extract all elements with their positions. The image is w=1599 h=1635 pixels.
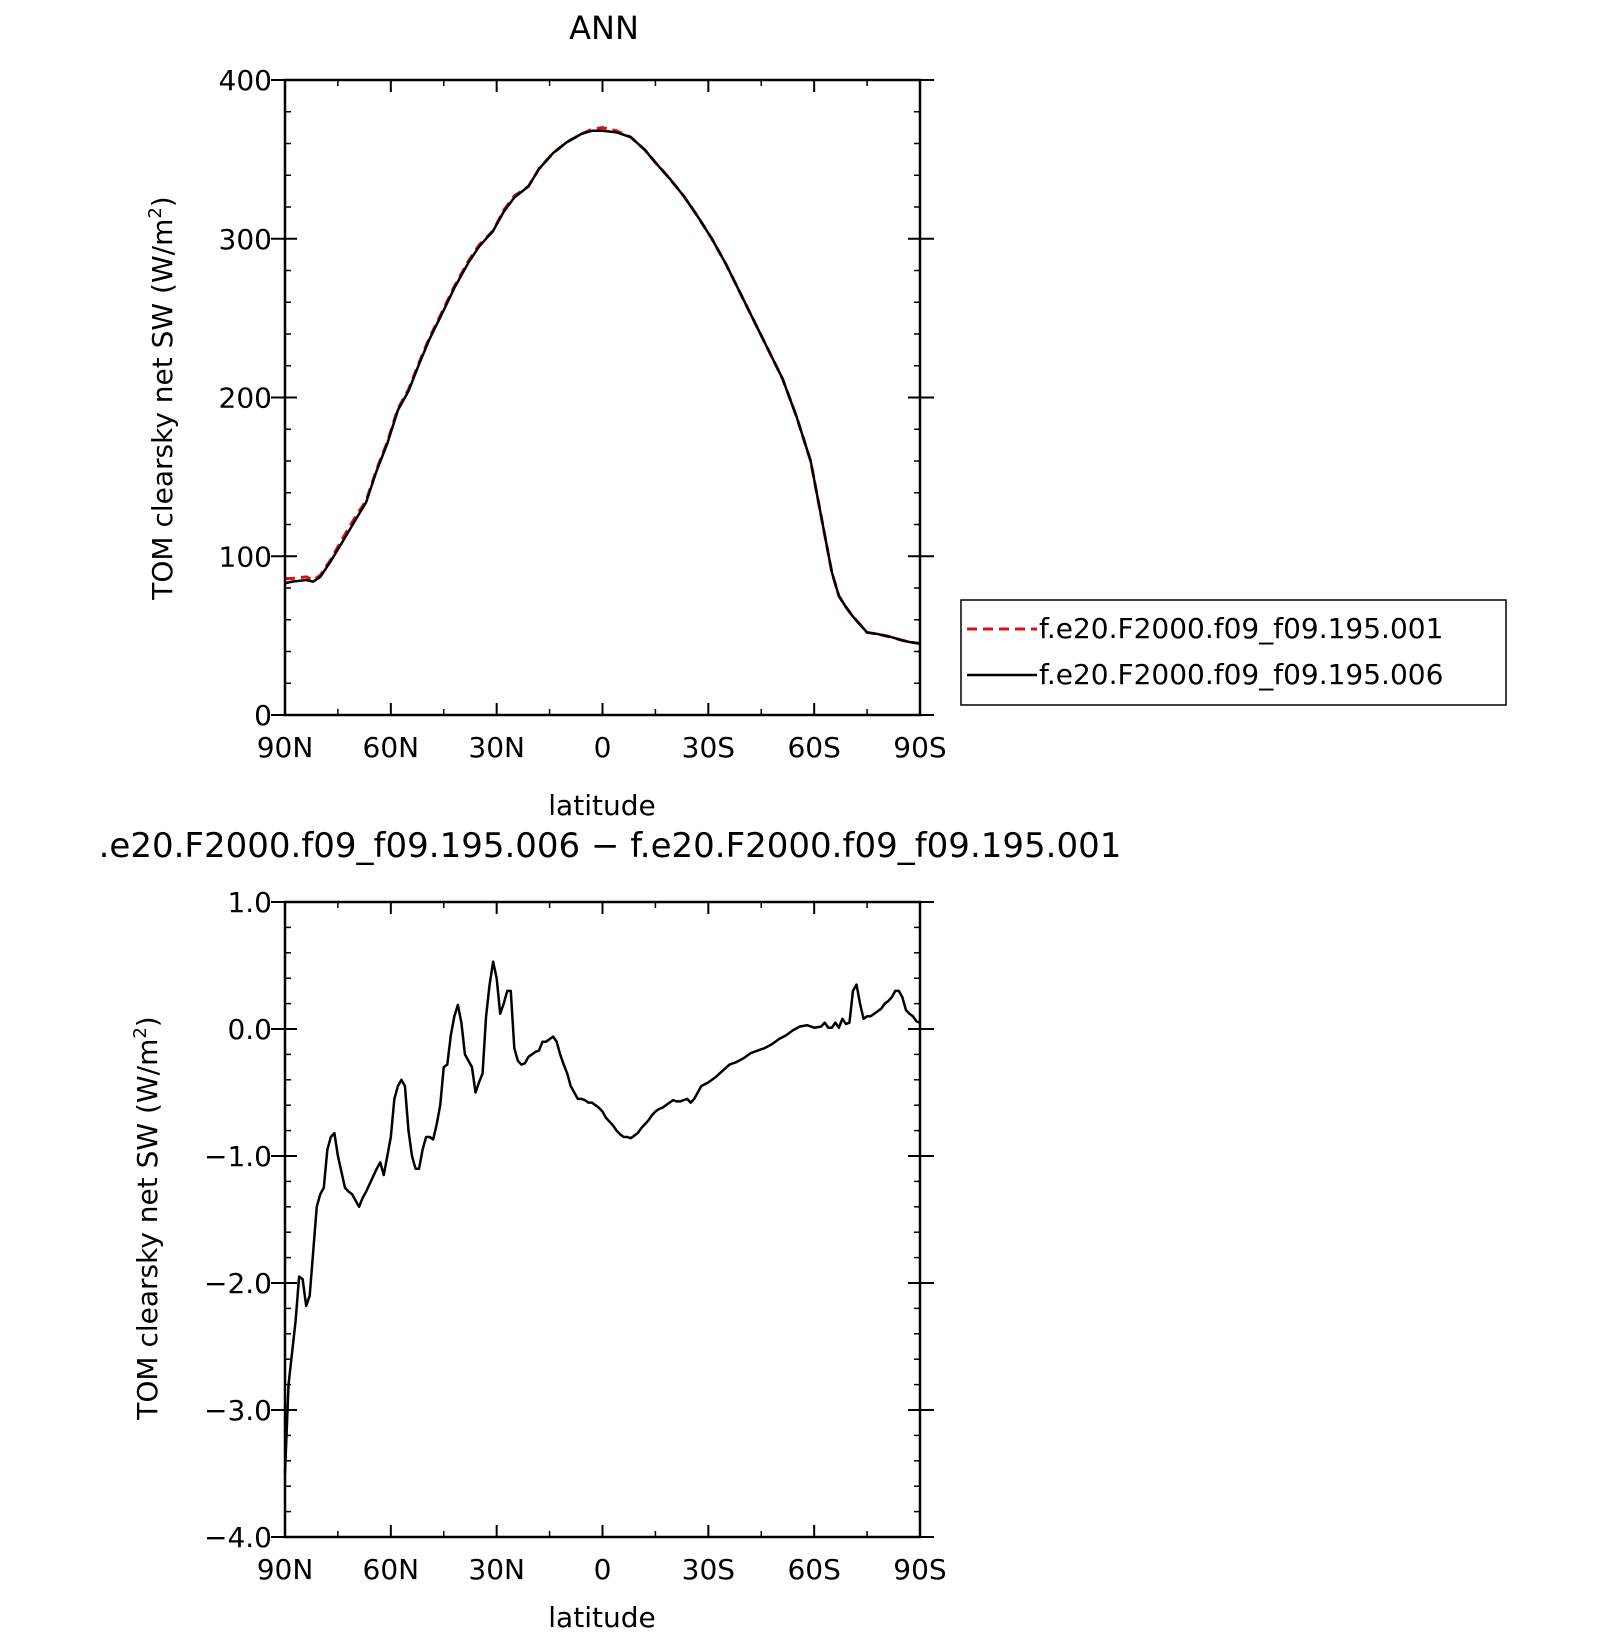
legend-label-series-1: f.e20.F2000.f09_f09.195.001 [1039, 612, 1443, 645]
bottom-series-line-1 [283, 960, 921, 1474]
top-y-tick-label: 100 [219, 540, 272, 573]
top-x-tick-label: 90N [257, 731, 314, 764]
top-panel: ANN 90N 60N 30N 0 30S 60S 90S 0 100 200 300 400 la… [145, 9, 1507, 822]
top-series-line-2 [284, 129, 921, 645]
top-x-tick-label: 30N [468, 731, 525, 764]
bottom-x-axis-label: latitude [548, 1601, 655, 1634]
top-y-tick-label: 0 [254, 699, 272, 732]
legend: f.e20.F2000.f09_f09.195.001 f.e20.F2000.… [960, 599, 1507, 706]
top-y-tick-label: 300 [219, 223, 272, 256]
bottom-y-tick-label: −2.0 [204, 1267, 272, 1300]
bottom-y-tick-label: −3.0 [204, 1394, 272, 1427]
top-x-axis-label: latitude [548, 789, 655, 822]
bottom-series-group [283, 960, 921, 1474]
bottom-x-tick-label: 60N [363, 1553, 420, 1586]
bottom-x-tick-label: 30N [468, 1553, 525, 1586]
top-y-tick-label: 200 [219, 382, 272, 415]
bottom-y-tick-label: −4.0 [204, 1521, 272, 1554]
bottom-x-tick-label: 60S [787, 1553, 840, 1586]
top-x-tick-label: 30S [682, 731, 735, 764]
bottom-x-tick-label: 30S [682, 1553, 735, 1586]
top-chart-title: ANN [569, 9, 639, 47]
top-x-tick-label: 0 [594, 731, 612, 764]
bottom-y-tick-label: 0.0 [227, 1013, 272, 1046]
top-x-tick-label: 60N [363, 731, 420, 764]
legend-label-series-2: f.e20.F2000.f09_f09.195.006 [1039, 658, 1443, 691]
bottom-y-tick-label: −1.0 [204, 1140, 272, 1173]
legend-box [960, 599, 1507, 706]
bottom-panel: .e20.F2000.f09_f09.195.006 − f.e20.F2000… [99, 826, 1122, 1634]
bottom-y-axis-label: TOM clearsky net SW (W/m2) [130, 1016, 164, 1420]
top-series-line-1 [285, 126, 921, 646]
bottom-chart-title: .e20.F2000.f09_f09.195.006 − f.e20.F2000… [99, 826, 1122, 866]
top-series-group [284, 126, 921, 646]
top-plot-frame [283, 78, 922, 717]
bottom-plot-frame [283, 900, 922, 1539]
top-x-tick-label: 60S [787, 731, 840, 764]
top-y-tick-label: 400 [219, 64, 272, 97]
bottom-y-tick-label: 1.0 [227, 886, 272, 919]
top-y-axis-label: TOM clearsky net SW (W/m2) [145, 196, 179, 600]
top-x-tick-label: 90S [893, 731, 946, 764]
bottom-x-tick-label: 90N [257, 1553, 314, 1586]
bottom-x-tick-label: 0 [594, 1553, 612, 1586]
bottom-x-tick-label: 90S [893, 1553, 946, 1586]
